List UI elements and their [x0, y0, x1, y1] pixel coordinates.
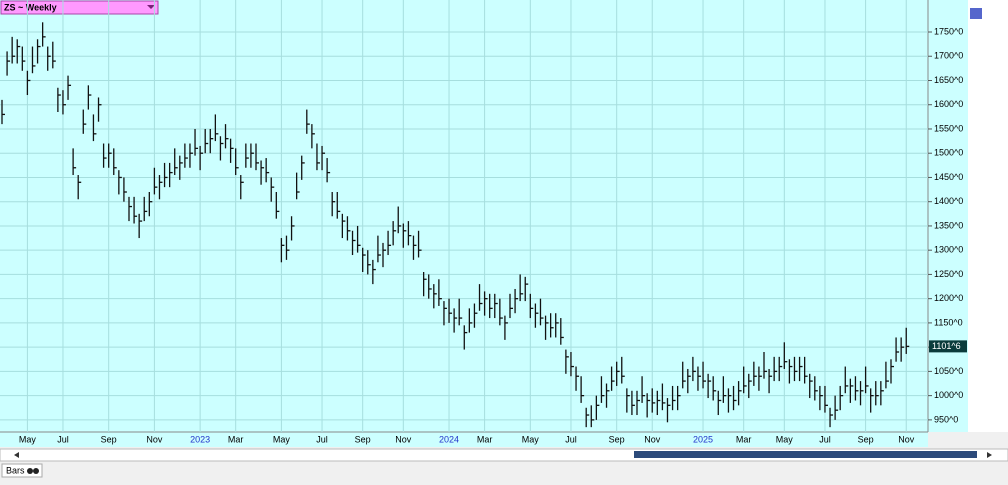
x-tick-label: 2025: [693, 434, 713, 444]
side-panel: [968, 0, 1008, 432]
symbol-title: ZS ~ Weekly: [4, 2, 57, 12]
y-tick-label: 1050^0: [934, 366, 963, 376]
y-tick-label: 1450^0: [934, 172, 963, 182]
y-tick-label: 1350^0: [934, 220, 963, 230]
x-tick-label: May: [19, 434, 37, 444]
x-tick-label: 2023: [190, 434, 210, 444]
x-tick-label: May: [522, 434, 540, 444]
y-tick-label: 1150^0: [934, 317, 963, 327]
x-tick-label: Sep: [858, 434, 874, 444]
x-tick-label: Nov: [146, 434, 163, 444]
x-tick-label: Sep: [355, 434, 371, 444]
x-tick-label: Jul: [565, 434, 577, 444]
y-tick-label: 1550^0: [934, 123, 963, 133]
price-axis: [928, 0, 968, 432]
y-tick-label: 1500^0: [934, 148, 963, 158]
last-price-box: [929, 340, 967, 353]
plot-layer: 950^01000^01050^01100^01150^01200^01250^…: [0, 0, 967, 444]
y-tick-label: 1700^0: [934, 51, 963, 61]
x-tick-label: Mar: [477, 434, 493, 444]
y-tick-label: 950^0: [934, 414, 958, 424]
y-tick-label: 1300^0: [934, 245, 963, 255]
scroll-right[interactable]: [987, 452, 992, 458]
side-icon[interactable]: [970, 8, 982, 19]
x-tick-label: Jul: [819, 434, 831, 444]
y-tick-label: 1400^0: [934, 196, 963, 206]
x-tick-label: May: [273, 434, 291, 444]
mode-label: Bars: [6, 465, 25, 475]
y-tick-label: 1250^0: [934, 269, 963, 279]
date-axis: [0, 432, 928, 447]
x-tick-label: Nov: [898, 434, 915, 444]
x-tick-label: Mar: [228, 434, 244, 444]
x-tick-label: Sep: [609, 434, 625, 444]
x-tick-label: Mar: [736, 434, 752, 444]
y-tick-label: 1200^0: [934, 293, 963, 303]
x-tick-label: May: [776, 434, 794, 444]
x-tick-label: Nov: [644, 434, 661, 444]
y-tick-label: 1750^0: [934, 26, 963, 36]
dropdown-arrow: [147, 5, 155, 9]
x-tick-label: Sep: [101, 434, 117, 444]
x-tick-label: Jul: [57, 434, 69, 444]
y-tick-label: 1650^0: [934, 75, 963, 85]
x-tick-label: Jul: [316, 434, 328, 444]
mode-icon: [33, 468, 39, 474]
mode-icon: [27, 468, 33, 474]
mode-box[interactable]: [1, 463, 43, 478]
x-tick-label: Nov: [395, 434, 412, 444]
scroll-thumb[interactable]: [634, 451, 977, 458]
last-price-label: 1101^6: [932, 341, 961, 351]
x-tick-label: 2024: [439, 434, 459, 444]
y-tick-label: 1000^0: [934, 390, 963, 400]
scroll-left[interactable]: [14, 452, 19, 458]
y-tick-label: 1600^0: [934, 99, 963, 109]
symbol-dropdown[interactable]: [0, 0, 159, 15]
status-bar: [0, 463, 1008, 480]
